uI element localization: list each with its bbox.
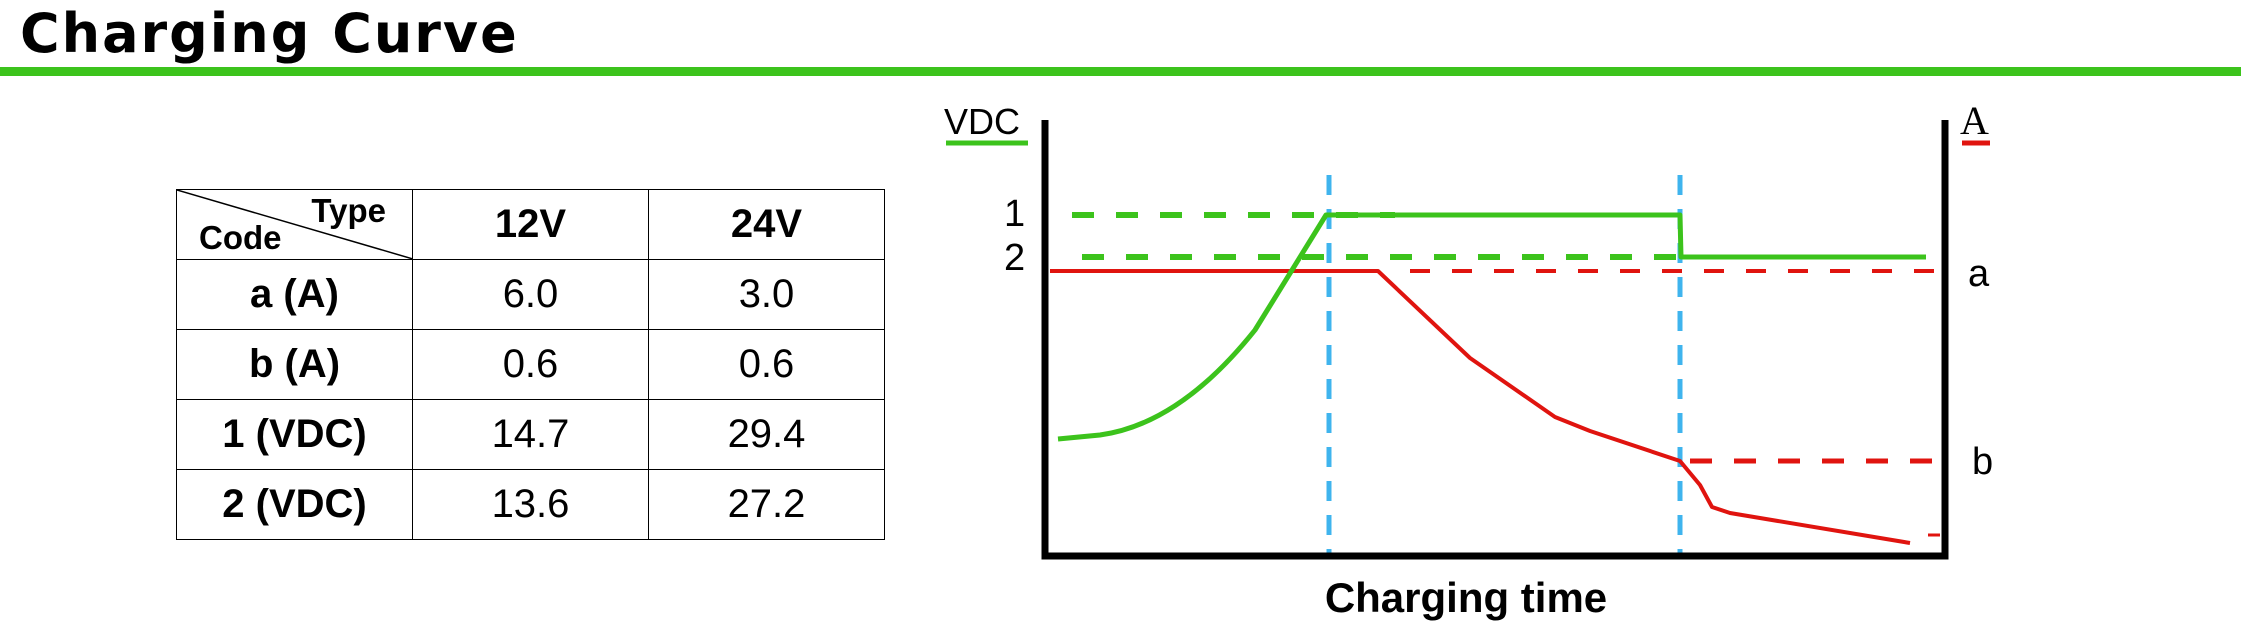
corner-code-label: Code bbox=[199, 219, 282, 256]
spec-table: Type Code 12V 24V a (A) 6.0 3.0 b (A) 0.… bbox=[176, 189, 885, 540]
right-axis-label: A bbox=[1960, 98, 1989, 143]
page-title: Charging Curve bbox=[20, 2, 519, 65]
corner-type-label: Type bbox=[311, 192, 386, 229]
table-row: 2 (VDC) 13.6 27.2 bbox=[176, 469, 885, 540]
voltage-curve bbox=[1057, 212, 1926, 442]
table-cell: 0.6 bbox=[412, 329, 649, 400]
level-label-2: 2 bbox=[1004, 237, 1025, 279]
table-row: b (A) 0.6 0.6 bbox=[176, 329, 885, 400]
plot-axes bbox=[1041, 120, 1949, 560]
left-axis-label: VDC bbox=[944, 101, 1020, 142]
table-cell: 0.6 bbox=[648, 329, 885, 400]
level-label-a: a bbox=[1968, 253, 1990, 295]
title-underline bbox=[0, 67, 2241, 76]
current-curve bbox=[1050, 269, 1911, 545]
corner-diagonal-line bbox=[177, 190, 413, 259]
column-header-12v: 12V bbox=[412, 189, 649, 260]
table-cell: 29.4 bbox=[648, 399, 885, 470]
table-corner-cell: Type Code bbox=[176, 189, 413, 260]
table-cell: 14.7 bbox=[412, 399, 649, 470]
row-code-label: 1 (VDC) bbox=[176, 399, 413, 470]
row-code-label: b (A) bbox=[176, 329, 413, 400]
table-row: 1 (VDC) 14.7 29.4 bbox=[176, 399, 885, 470]
table-cell: 6.0 bbox=[412, 259, 649, 330]
level-label-b: b bbox=[1972, 441, 1993, 483]
row-code-label: 2 (VDC) bbox=[176, 469, 413, 540]
x-axis-label: Charging time bbox=[1325, 574, 1607, 621]
table-cell: 27.2 bbox=[648, 469, 885, 540]
level-label-1: 1 bbox=[1004, 193, 1025, 235]
table-row: a (A) 6.0 3.0 bbox=[176, 259, 885, 330]
